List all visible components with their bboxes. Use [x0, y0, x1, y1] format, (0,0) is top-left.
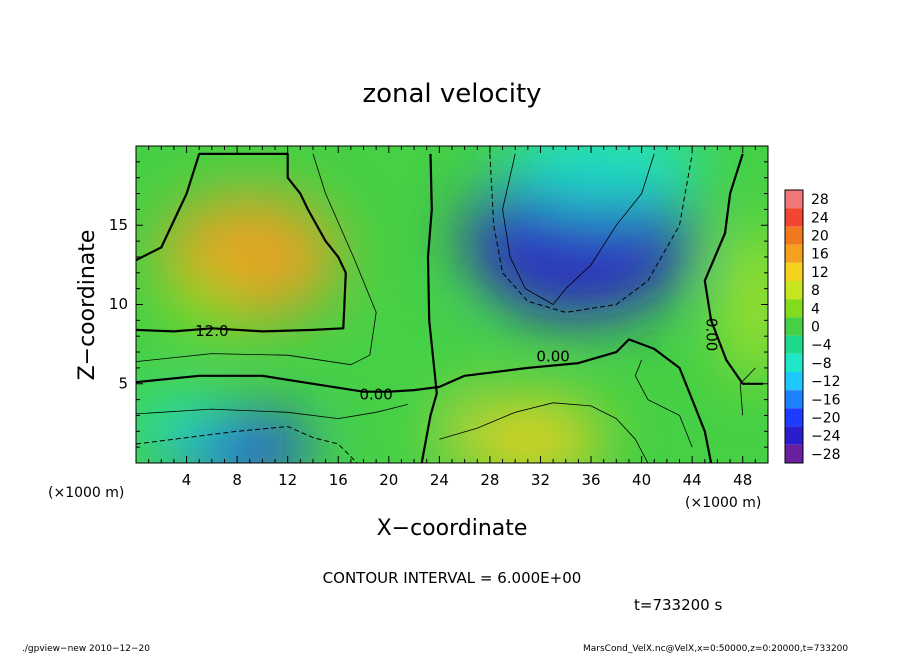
contour-line-thick: [136, 152, 347, 333]
colorbar-cell: [785, 299, 803, 318]
contour-line-thin: [439, 402, 649, 463]
x-tick-label: 40: [632, 471, 651, 489]
colorbar-cell: [785, 208, 803, 227]
colorbar-cell: [785, 244, 803, 263]
contour-label: 0.00: [536, 347, 569, 365]
colorbar-tick-label: −8: [811, 356, 832, 372]
field-blob: [730, 225, 768, 384]
colorbar-cell: [785, 353, 803, 372]
colorbar-cell: [785, 262, 803, 281]
field-blob: [136, 399, 225, 448]
x-tick-label: 36: [581, 471, 600, 489]
colorbar-tick-label: 4: [811, 301, 820, 317]
contour-line-thin: [136, 404, 408, 419]
colorbar-cell: [785, 390, 803, 409]
colorbar-cell: [785, 281, 803, 300]
contour-line-dashed: [136, 426, 358, 463]
colorbar-tick-label: −12: [811, 374, 841, 390]
x-tick-label: 4: [182, 471, 192, 489]
colorbar-tick-label: 28: [811, 192, 829, 208]
colorbar-tick-label: −16: [811, 392, 841, 408]
colorbar-tick-label: −4: [811, 338, 832, 354]
contour-line-thick: [703, 153, 763, 385]
colorbar-frame: [784, 189, 804, 464]
footer-right: MarsCond_VelX.nc@VelX,x=0:50000,z=0:2000…: [583, 644, 848, 654]
x-tick-label: 48: [733, 471, 752, 489]
y-axis-label: Z−coordinate: [75, 230, 100, 381]
contour-label: 12.0: [195, 322, 228, 340]
x-tick-label: 16: [329, 471, 348, 489]
contour-line-thick: [136, 338, 713, 463]
x-unit-left: (×1000 m): [48, 485, 124, 501]
x-axis-ticks: 4 8 12 16 20 24 28 32 36 40 44 48: [148, 146, 756, 489]
x-tick-label: 44: [683, 471, 702, 489]
contour-interval-text: CONTOUR INTERVAL = 6.000E+00: [323, 569, 582, 587]
contour-line-thin: [634, 359, 693, 448]
y-tick-label: 5: [118, 374, 128, 392]
x-tick-label: 8: [232, 471, 242, 489]
y-tick-label: 15: [109, 216, 128, 234]
field-blob: [167, 272, 231, 337]
x-tick-label: 24: [430, 471, 449, 489]
y-tick-label: 10: [109, 295, 128, 313]
colorbar-tick-label: 20: [811, 229, 829, 245]
colorbar-tick-label: −24: [811, 429, 841, 445]
time-label: t=733200 s: [634, 596, 722, 614]
colorbar-tick-label: 16: [811, 247, 829, 263]
x-tick-label: 32: [531, 471, 550, 489]
contour-line-thin: [502, 153, 655, 305]
colorbar-cell: [785, 335, 803, 354]
colorbar-tick-label: 8: [811, 283, 820, 299]
x-tick-label: 20: [379, 471, 398, 489]
colorbar-cell: [785, 426, 803, 445]
colorbar-cell: [785, 372, 803, 391]
colorbar-cell: [785, 190, 803, 209]
colorbar-tick-label: −28: [811, 447, 841, 463]
plot-area: 12.00.000.000.00 4 8 12 16 20 24 28 32 36 40 44 48 …: [109, 145, 769, 489]
colorbar: 28 24 20 16 12 8 4 0 −4 −8 −12 −16 −20 −24 −28: [784, 189, 841, 464]
contour-label: 0.00: [703, 318, 721, 351]
contour-labels: 12.0 0.00 0.00 0.00: [195, 318, 720, 403]
colorbar-tick-label: 24: [811, 210, 829, 226]
x-axis-label: X−coordinate: [377, 516, 528, 541]
field-blob: [363, 320, 465, 448]
x-tick-label: 28: [480, 471, 499, 489]
colorbar-cell: [785, 226, 803, 245]
chart-title: zonal velocity: [362, 79, 541, 109]
field-blob: [502, 146, 705, 210]
x-unit-right: (×1000 m): [685, 495, 761, 511]
x-tick-label: 12: [278, 471, 297, 489]
field-blob: [452, 399, 604, 463]
footer-left: ./gpview−new 2010−12−20: [22, 644, 150, 654]
colorbar-tick-label: 0: [811, 320, 820, 336]
colorbar-tick-label: 12: [811, 265, 829, 281]
colorbar-cell: [785, 408, 803, 427]
contour-lines: [136, 152, 763, 463]
colorbar-cell: [785, 317, 803, 336]
contour-line-dashed: [489, 153, 693, 313]
contour-line-thin: [136, 153, 377, 366]
contour-line-thin: [739, 367, 756, 416]
velocity-field: [136, 146, 768, 463]
colorbar-cell: [785, 444, 803, 463]
colorbar-tick-label: −20: [811, 411, 841, 427]
contour-label: 0.00: [359, 385, 392, 403]
y-axis-ticks: 5 10 15: [109, 161, 768, 448]
contour-line-thick: [420, 153, 438, 463]
